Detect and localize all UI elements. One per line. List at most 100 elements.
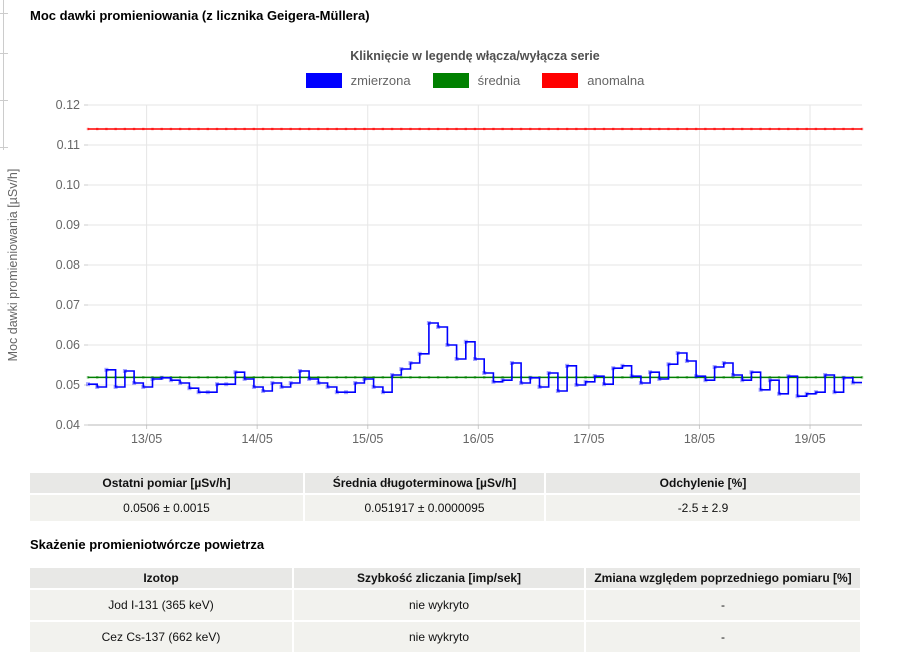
series-point (464, 127, 467, 131)
legend-item-srednia[interactable]: średnia (432, 73, 521, 88)
series-point (371, 385, 376, 389)
series-point (381, 127, 385, 131)
table-header-row: Ostatni pomiar [µSv/h] Średnia długoterm… (30, 473, 860, 493)
left-edge-line (3, 0, 4, 150)
series-point (354, 376, 357, 379)
series-point (630, 376, 633, 379)
legend-swatch-green-icon (432, 73, 469, 88)
series-point (758, 387, 763, 392)
series-point (721, 361, 726, 365)
series-point (151, 127, 154, 131)
series-zmierzona-line (88, 322, 862, 397)
legend-label: średnia (477, 73, 521, 88)
section-title-contamination: Skażenie promieniotwórcze powietrza (30, 537, 265, 552)
isotope-name: Jod I-131 (365 keV) (30, 590, 292, 620)
series-point (850, 380, 855, 385)
series-point (483, 127, 486, 131)
series-point (851, 127, 854, 131)
series-point (225, 127, 228, 131)
series-point (363, 127, 366, 131)
series-point (482, 371, 487, 375)
series-point (473, 127, 477, 131)
series-point (519, 127, 523, 131)
x-tick-label: 15/05 (352, 432, 383, 446)
y-tick-label: 0.08 (56, 258, 80, 272)
series-point (224, 382, 229, 387)
series-point (491, 379, 496, 384)
legend-item-anomalna[interactable]: anomalna (542, 73, 644, 88)
series-point (639, 127, 643, 131)
series-point (510, 127, 514, 131)
series-point (390, 127, 394, 131)
series-point (611, 127, 615, 131)
series-point (823, 127, 827, 131)
series-point (777, 376, 781, 379)
summary-header-deviation: Odchylenie [%] (546, 473, 860, 493)
legend-swatch-blue-icon (305, 73, 342, 88)
series-point (86, 382, 90, 387)
legend-item-zmierzona[interactable]: zmierzona (305, 73, 411, 88)
series-point (814, 376, 818, 379)
series-point (501, 376, 504, 379)
series-point (271, 127, 274, 131)
series-point (104, 367, 109, 372)
series-point (648, 127, 652, 131)
series-point (795, 394, 800, 399)
series-point (759, 127, 762, 131)
series-point (205, 390, 210, 395)
series-point (703, 378, 708, 383)
chart-subtitle: Kliknięcie w legendę włącza/wyłącza seri… (350, 49, 600, 63)
series-point (685, 127, 689, 131)
series-point (280, 376, 283, 379)
series-point (546, 371, 551, 375)
series-point (713, 127, 716, 131)
series-point (676, 376, 679, 379)
series-point (113, 385, 118, 389)
series-point (280, 127, 283, 131)
series-point (584, 127, 587, 131)
series-point (509, 361, 514, 365)
contamination-header-countrate: Szybkość zliczania [imp/sek] (294, 568, 584, 588)
series-point (768, 127, 772, 131)
series-point (814, 127, 818, 131)
legend-swatch-red-icon (542, 73, 579, 88)
series-point (325, 385, 330, 389)
series-point (538, 127, 541, 131)
series-point (141, 385, 146, 389)
series-point (225, 376, 228, 379)
series-point (464, 376, 467, 379)
summary-value-average: 0.051917 ± 0.0000095 (305, 495, 544, 521)
series-point (630, 127, 633, 131)
series-point (841, 375, 846, 380)
y-tick-label: 0.09 (56, 218, 80, 232)
series-point (436, 376, 440, 379)
series-point (658, 127, 661, 131)
series-point (196, 390, 201, 395)
series-point (215, 376, 219, 379)
series-point (805, 127, 808, 131)
series-point (95, 385, 100, 389)
series-point (583, 379, 588, 384)
legend-label: zmierzona (350, 73, 411, 88)
series-point (381, 376, 385, 379)
series-point (279, 385, 284, 389)
series-point (307, 127, 311, 131)
series-point (684, 359, 689, 363)
dose-rate-chart: 13/05 14/05 15/05 16/05 17/05 18/05 19/05 0.04 0… (6, 98, 864, 446)
contamination-table: Izotop Szybkość zliczania [imp/sek] Zmia… (28, 566, 862, 654)
x-tick-label: 13/05 (131, 432, 162, 446)
series-point (335, 127, 338, 131)
series-point (500, 378, 505, 383)
y-axis-label: Moc dawki promieniowania [µSv/h] (6, 169, 20, 362)
series-point (565, 363, 570, 368)
series-point (261, 389, 266, 393)
series-point (547, 127, 550, 131)
series-point (168, 378, 173, 383)
series-point (122, 369, 127, 373)
series-point (334, 390, 339, 395)
series-point (648, 370, 653, 375)
table-header-row: Izotop Szybkość zliczania [imp/sek] Zmia… (30, 568, 860, 588)
isotope-countrate: nie wykryto (294, 622, 584, 652)
series-point (712, 365, 717, 369)
series-point (372, 376, 375, 379)
